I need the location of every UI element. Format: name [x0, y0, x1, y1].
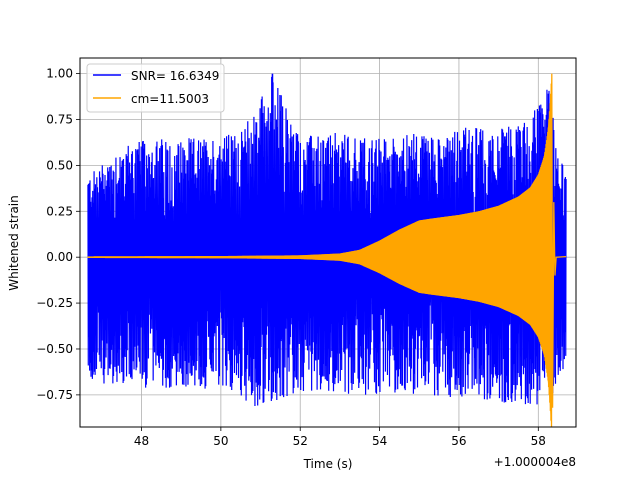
- legend-box: [86, 63, 225, 113]
- plot-series: [87, 73, 567, 427]
- y-axis-ticks: −0.75 −0.50 −0.25 0.00 0.25 0.50 0.75 1.00: [36, 67, 80, 402]
- y-tick-label: 0.50: [46, 158, 73, 172]
- x-axis-ticks: 48 50 52 54 56 58: [134, 427, 546, 448]
- axes-frame: [79, 57, 577, 428]
- x-axis-offset-label: +1.000004e8: [494, 455, 576, 469]
- x-tick-label: 58: [531, 434, 546, 448]
- chirp-template-envelope: [87, 73, 552, 427]
- x-tick-label: 52: [293, 434, 308, 448]
- series-chirp-template: [87, 73, 567, 427]
- y-tick-label: −0.25: [36, 296, 73, 310]
- y-tick-label: 0.25: [46, 204, 73, 218]
- x-tick-label: 48: [134, 434, 149, 448]
- legend: SNR= 16.6349 cm=11.5003: [86, 63, 225, 113]
- y-axis-label: Whitened strain: [7, 195, 21, 291]
- x-axis-label: Time (s): [303, 457, 353, 471]
- y-tick-label: 0.00: [46, 250, 73, 264]
- y-tick-label: 0.75: [46, 113, 73, 127]
- x-tick-label: 50: [213, 434, 228, 448]
- x-tick-label: 54: [372, 434, 387, 448]
- legend-label-cm: cm=11.5003: [131, 92, 209, 106]
- legend-label-snr: SNR= 16.6349: [131, 69, 219, 83]
- y-tick-label: −0.75: [36, 388, 73, 402]
- y-tick-label: 1.00: [46, 67, 73, 81]
- y-tick-label: −0.50: [36, 342, 73, 356]
- x-tick-label: 56: [451, 434, 466, 448]
